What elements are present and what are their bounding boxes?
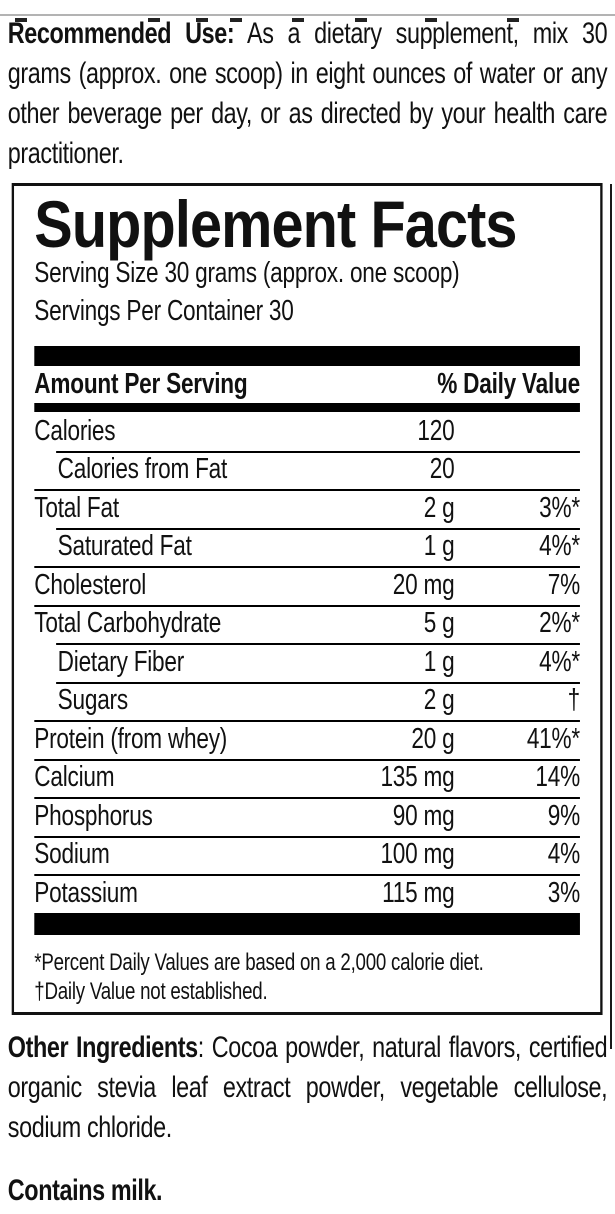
nutrient-amount: 2 g: [423, 491, 455, 524]
table-header-row: Amount Per Serving % Daily Value: [34, 366, 580, 403]
nutrient-amount: 90 mg: [392, 799, 455, 832]
amount-per-serving-header: Amount Per Serving: [34, 368, 248, 400]
footnotes: *Percent Daily Values are based on a 2,0…: [34, 948, 580, 1006]
nutrient-amount: 20: [429, 453, 455, 486]
nutrient-name: Sugars: [57, 684, 128, 717]
nutrient-name: Cholesterol: [34, 568, 147, 601]
nutrient-name: Saturated Fat: [57, 530, 192, 563]
nutrient-row: Dietary Fiber 1 g 4%*: [34, 643, 580, 682]
nutrient-name: Protein (from whey): [34, 722, 228, 755]
nutrient-row: Cholesterol 20 mg 7%: [34, 566, 580, 605]
nutrient-name: Total Carbohydrate: [34, 607, 222, 640]
right-crop-line: [610, 184, 612, 1049]
nutrient-row: Phosphorus 90 mg 9%: [34, 797, 580, 836]
allergen-note: Contains milk.: [7, 1173, 163, 1207]
nutrient-name: Calcium: [34, 761, 115, 794]
nutrient-row: Potassium 115 mg 3%: [34, 874, 580, 913]
nutrient-amount: 115 mg: [382, 876, 455, 909]
nutrient-row: Protein (from whey) 20 g 41%*: [34, 720, 580, 759]
nutrient-amount: 1 g: [423, 645, 455, 678]
divider-bar-top: [34, 346, 580, 366]
footnote-line: *Percent Daily Values are based on a 2,0…: [34, 948, 484, 976]
divider-bar-header: [34, 403, 580, 412]
nutrient-daily-value: 3%: [547, 876, 580, 909]
nutrient-row: Calcium 135 mg 14%: [34, 758, 580, 798]
nutrient-row: Sodium 100 mg 4%: [34, 835, 580, 875]
recommended-use-text: As a dietary supplement, mix 30 grams (a…: [7, 17, 608, 170]
nutrient-name: Calories from Fat: [57, 453, 228, 486]
nutrient-amount: 2 g: [423, 684, 455, 717]
nutrient-amount: 1 g: [423, 530, 455, 563]
nutrient-name: Calories: [34, 414, 116, 447]
nutrient-amount: 120: [417, 414, 455, 447]
servings-per-container: Servings Per Container 30: [34, 295, 294, 327]
nutrient-rows: Calories 120 Calories from Fat 20 Total …: [34, 412, 580, 913]
divider-bar-bottom: [34, 912, 580, 935]
supplement-facts-panel: Supplement Facts Serving Size 30 grams (…: [11, 183, 603, 1015]
nutrient-amount: 20 g: [411, 722, 455, 755]
nutrient-amount: 20 mg: [392, 568, 455, 601]
nutrient-daily-value: 14%: [535, 761, 580, 794]
nutrient-daily-value: 3%*: [539, 491, 580, 524]
nutrient-row: Total Fat 2 g 3%*: [34, 489, 580, 528]
nutrient-amount: 135 mg: [380, 761, 455, 794]
serving-size: Serving Size 30 grams (approx. one scoop…: [34, 257, 460, 289]
nutrient-daily-value: 7%: [547, 568, 580, 601]
nutrient-daily-value: 2%*: [539, 607, 580, 640]
nutrient-row: Sugars 2 g †: [34, 681, 581, 721]
recommended-use-label: Recommended Use:: [7, 17, 235, 50]
nutrient-row: Calories 120: [34, 412, 580, 451]
nutrient-daily-value: 4%: [547, 838, 580, 871]
nutrient-row: Total Carbohydrate 5 g 2%*: [34, 604, 580, 644]
nutrient-daily-value: †: [567, 684, 581, 717]
label-content: Recommended Use: As a dietary supplement…: [0, 14, 615, 1208]
nutrient-name: Sodium: [34, 838, 110, 871]
nutrient-name: Potassium: [34, 876, 138, 909]
nutrient-amount: 5 g: [423, 607, 455, 640]
nutrient-row: Saturated Fat 1 g 4%*: [34, 527, 580, 567]
nutrient-amount: 100 mg: [380, 838, 455, 871]
other-ingredients-text: : Cocoa powder, natural flavors, certifi…: [7, 1030, 608, 1144]
top-crop-text-remnant: [15, 18, 27, 22]
daily-value-header: % Daily Value: [437, 368, 580, 400]
other-ingredients-label: Other Ingredients: [7, 1030, 198, 1064]
nutrient-row: Calories from Fat 20: [34, 450, 580, 490]
nutrient-daily-value: 41%*: [526, 722, 580, 755]
other-ingredients-paragraph: Other Ingredients: Cocoa powder, natural…: [7, 1028, 608, 1148]
nutrient-daily-value: 4%*: [539, 530, 580, 563]
nutrient-name: Total Fat: [34, 491, 119, 524]
footnote-line: †Daily Value not established.: [34, 977, 268, 1005]
recommended-use-paragraph: Recommended Use: As a dietary supplement…: [7, 14, 608, 174]
nutrient-daily-value: 4%*: [539, 645, 580, 678]
nutrient-daily-value: 9%: [547, 799, 580, 832]
top-crop-line: [0, 14, 615, 16]
panel-title: Supplement Facts: [34, 187, 517, 261]
nutrient-name: Phosphorus: [34, 799, 153, 832]
nutrient-name: Dietary Fiber: [57, 645, 185, 678]
